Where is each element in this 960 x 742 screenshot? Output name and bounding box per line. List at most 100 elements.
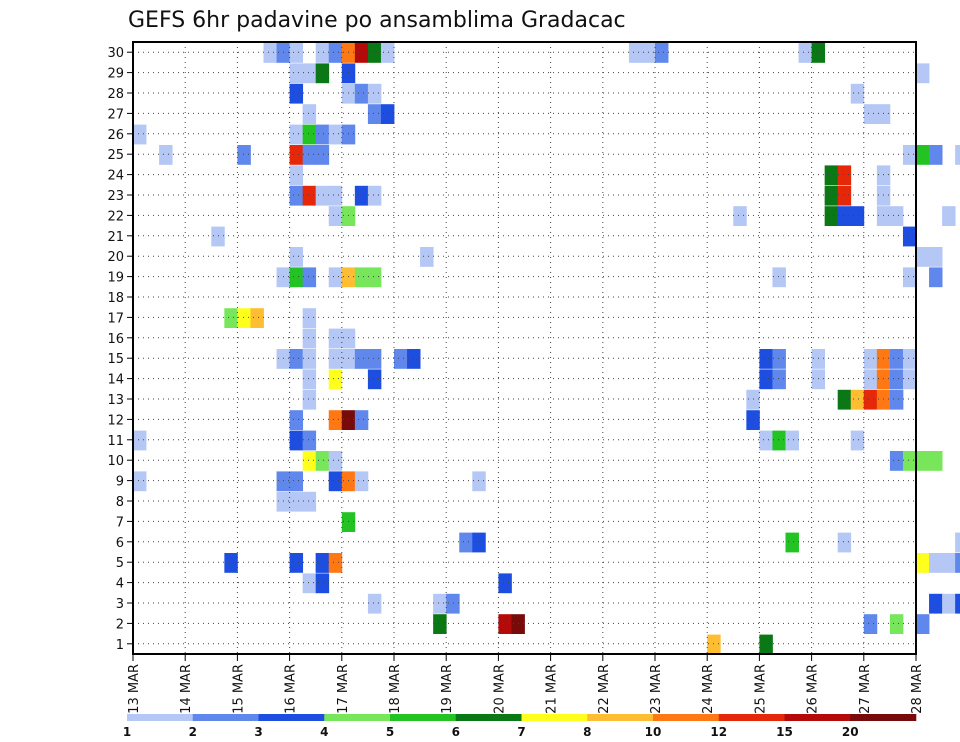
- heatmap-cell: [302, 185, 317, 206]
- colorbar-label: 20: [842, 725, 859, 739]
- y-tick-label: 11: [107, 434, 124, 449]
- x-tick-label: 25 MAR: [753, 664, 768, 714]
- heatmap-cell: [902, 369, 917, 390]
- heatmap-cell: [328, 206, 343, 226]
- heatmap-cell: [772, 430, 786, 451]
- heatmap-cell: [367, 593, 382, 614]
- heatmap-cell: [785, 430, 799, 451]
- heatmap-cell: [354, 471, 369, 492]
- heatmap-cell: [341, 83, 356, 104]
- heatmap-cell: [916, 63, 930, 84]
- heatmap-cell: [628, 43, 643, 63]
- heatmap-cell: [289, 185, 304, 206]
- colorbar-label: 10: [645, 725, 662, 739]
- heatmap-cell: [237, 145, 251, 165]
- heatmap-cell: [746, 389, 760, 410]
- heatmap-cell: [289, 247, 304, 267]
- colorbar-swatch: [587, 714, 654, 721]
- heatmap-cell: [863, 104, 878, 124]
- heatmap-cell: [889, 369, 904, 390]
- heatmap-cell: [302, 124, 317, 145]
- y-tick-label: 3: [116, 597, 124, 612]
- x-tick-label: 13 MAR: [127, 664, 142, 714]
- heatmap-cell: [863, 614, 878, 634]
- heatmap-cell: [276, 471, 290, 492]
- heatmap-cell: [289, 145, 304, 165]
- heatmap-cell: [850, 83, 865, 104]
- heatmap-cell: [289, 491, 304, 512]
- colorbar-swatch: [192, 714, 259, 721]
- heatmap-cell: [916, 145, 930, 165]
- x-tick-label: 24 MAR: [701, 664, 716, 714]
- heatmap-cell: [929, 451, 943, 471]
- heatmap-cell: [354, 185, 369, 206]
- heatmap-cell: [380, 43, 395, 63]
- colorbar-label: 2: [189, 725, 197, 739]
- heatmap-cell: [354, 43, 369, 63]
- heatmap-cell: [641, 43, 656, 63]
- heatmap-cell: [850, 206, 865, 226]
- heatmap-cell: [367, 185, 382, 206]
- y-tick-label: 21: [107, 230, 124, 245]
- heatmap-cell: [876, 185, 891, 206]
- heatmap-cell: [446, 593, 460, 614]
- heatmap-cell: [707, 634, 721, 655]
- heatmap-cell: [472, 471, 486, 492]
- heatmap-cell: [916, 247, 930, 267]
- y-tick-label: 5: [116, 556, 124, 571]
- heatmap-cell: [876, 165, 891, 186]
- heatmap-cell: [889, 349, 904, 369]
- heatmap-cell: [772, 349, 786, 369]
- heatmap-cell: [472, 532, 486, 553]
- y-tick-label: 19: [107, 271, 124, 286]
- heatmap-cell: [876, 206, 891, 226]
- heatmap-cell: [876, 349, 891, 369]
- x-tick-label: 21 MAR: [545, 664, 560, 714]
- heatmap-cell: [354, 267, 369, 288]
- colorbar-label: 12: [710, 725, 727, 739]
- heatmap-cell: [942, 593, 956, 614]
- heatmap-cell: [798, 43, 812, 63]
- heatmap-cell: [811, 43, 826, 63]
- x-tick-label: 14 MAR: [179, 664, 194, 714]
- colorbar-swatch: [390, 714, 457, 721]
- heatmap-cell: [811, 369, 826, 390]
- heatmap-cell: [902, 226, 917, 247]
- heatmap-cell: [289, 430, 304, 451]
- heatmap-cell: [902, 145, 917, 165]
- heatmap-cell: [367, 83, 382, 104]
- heatmap-cell: [302, 389, 317, 410]
- colorbar-label: 7: [517, 725, 525, 739]
- heatmap-cell: [211, 226, 225, 247]
- colorbar-swatch: [127, 714, 194, 721]
- heatmap-cell: [902, 349, 917, 369]
- heatmap-cell: [328, 471, 343, 492]
- heatmap-cell: [929, 553, 943, 573]
- heatmap-cell: [289, 471, 304, 492]
- heatmap-cell: [759, 369, 773, 390]
- heatmap-cell: [902, 267, 917, 288]
- heatmap-cell: [289, 553, 304, 573]
- heatmap-cell: [328, 328, 343, 349]
- heatmap-cell: [289, 124, 304, 145]
- heatmap-cell: [302, 267, 317, 288]
- heatmap-cell: [746, 410, 760, 430]
- x-tick-label: 27 MAR: [858, 664, 873, 714]
- y-tick-label: 29: [107, 67, 124, 82]
- heatmap-cell: [224, 553, 238, 573]
- heatmap-cell: [942, 206, 956, 226]
- x-tick-label: 26 MAR: [806, 664, 821, 714]
- heatmap-cell: [289, 165, 304, 186]
- heatmap-cell: [955, 553, 960, 573]
- x-axis: 13 MAR 14 MAR 15 MAR 16 MAR 17 MAR 18 MAR 19 M…: [127, 654, 925, 714]
- y-tick-label: 7: [116, 515, 124, 530]
- heatmap-cell: [328, 124, 343, 145]
- heatmap-cell: [328, 43, 343, 63]
- heatmap-cell: [850, 389, 865, 410]
- y-tick-label: 27: [107, 107, 124, 122]
- heatmap-cell: [367, 369, 382, 390]
- y-tick-label: 17: [107, 311, 124, 326]
- heatmap-cell: [459, 532, 473, 553]
- heatmap-cell: [341, 349, 356, 369]
- heatmap-cell: [420, 247, 434, 267]
